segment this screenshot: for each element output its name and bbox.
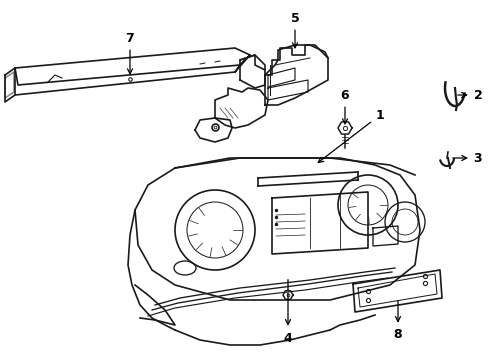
Text: 4: 4 bbox=[283, 293, 292, 345]
Text: 7: 7 bbox=[125, 32, 134, 74]
Text: 8: 8 bbox=[393, 301, 402, 342]
Text: 3: 3 bbox=[452, 152, 481, 165]
Text: 1: 1 bbox=[318, 108, 384, 162]
Text: 2: 2 bbox=[457, 89, 481, 102]
Text: 6: 6 bbox=[340, 89, 348, 124]
Text: 5: 5 bbox=[290, 12, 299, 48]
